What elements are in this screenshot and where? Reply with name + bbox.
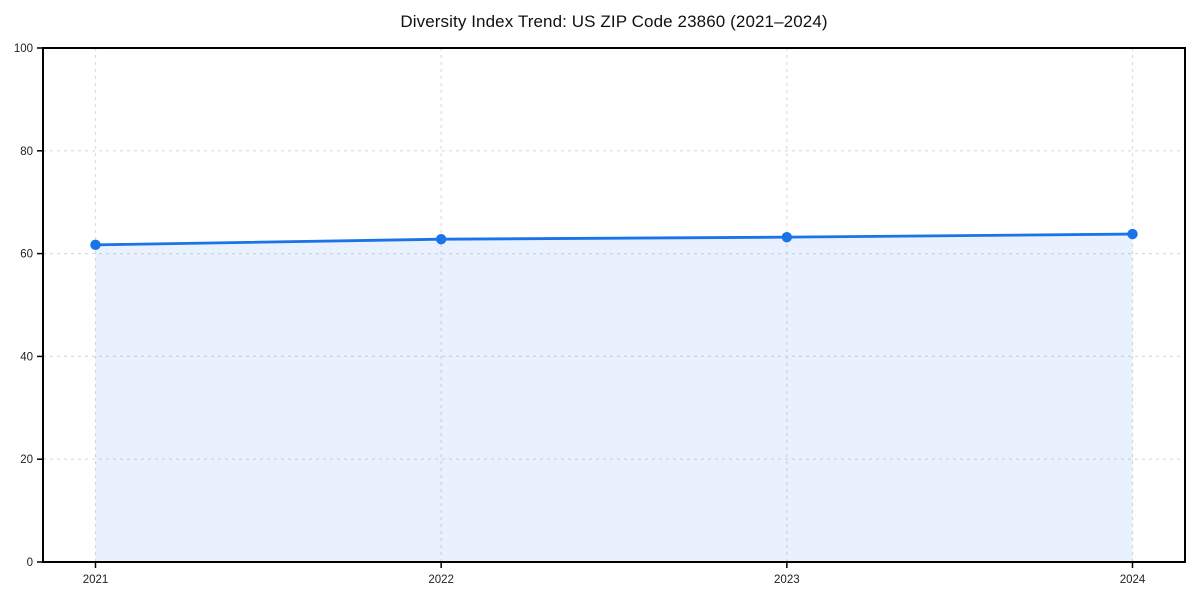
y-axis-tick-label: 80 xyxy=(20,146,33,158)
x-axis-tick-label: 2021 xyxy=(83,574,109,586)
y-axis-tick-label: 20 xyxy=(20,454,33,466)
area-fill xyxy=(95,234,1133,562)
y-axis-tick-label: 60 xyxy=(20,249,33,261)
x-axis-tick-label: 2023 xyxy=(774,574,800,586)
data-point-marker xyxy=(1127,228,1138,240)
x-axis-tick-label: 2022 xyxy=(428,574,454,586)
data-point-marker xyxy=(90,239,101,251)
plot-frame xyxy=(42,47,1186,563)
x-axis-tick-label: 2024 xyxy=(1120,574,1146,586)
trend-line xyxy=(94,232,1134,247)
y-axis-tick-label: 0 xyxy=(27,557,33,569)
data-point-marker xyxy=(781,231,793,243)
data-point-marker xyxy=(435,234,447,245)
y-axis-tick-label: 100 xyxy=(14,43,33,55)
chart-title: Diversity Index Trend: US ZIP Code 23860… xyxy=(400,12,828,31)
y-axis-tick-label: 40 xyxy=(20,351,33,363)
